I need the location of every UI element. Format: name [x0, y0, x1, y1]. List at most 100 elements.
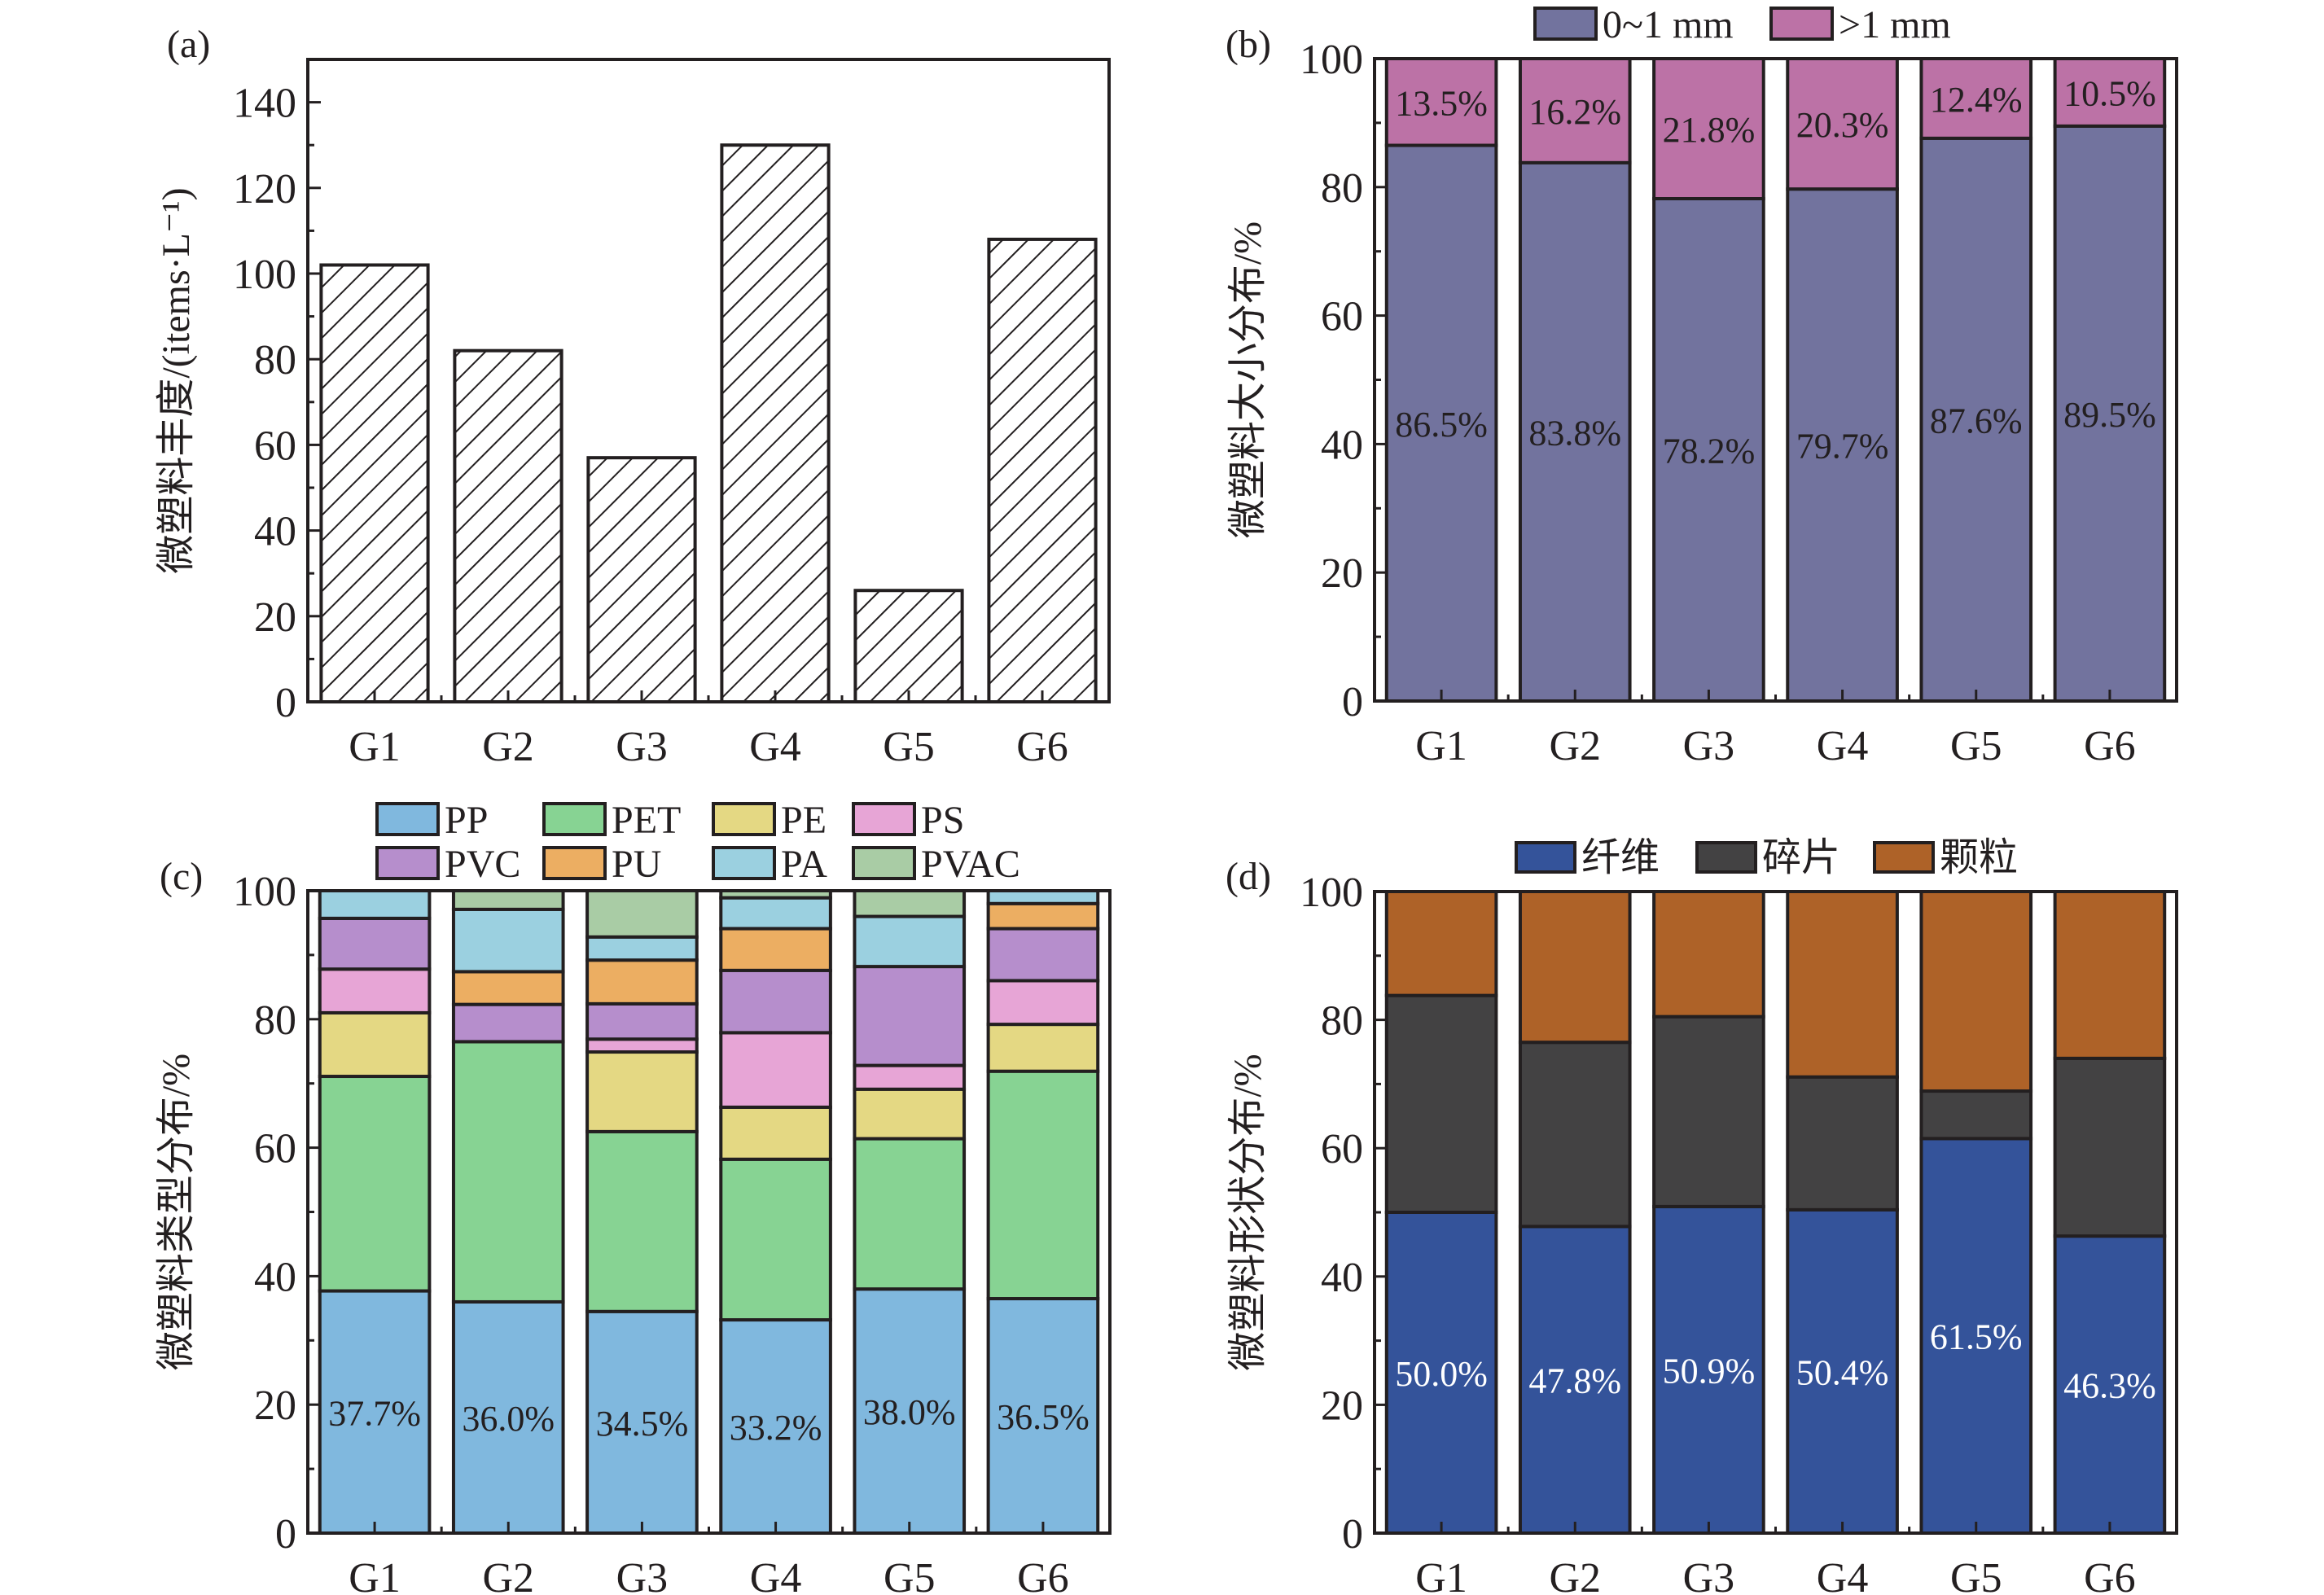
- bar-segment-g5-pvac: [853, 889, 967, 918]
- y-tick-label: 80: [1321, 165, 1363, 212]
- bar-segment-g1-ps: [318, 967, 432, 1014]
- bar-segment-g4-pp: [719, 1318, 832, 1535]
- data-label: 78.2%: [1663, 432, 1756, 471]
- legend-label: PVAC: [921, 843, 1020, 886]
- bar-segment-g6-: [2053, 890, 2167, 1060]
- bar-segment-g1-pe: [318, 1010, 432, 1079]
- bar-g5: [853, 589, 964, 703]
- legend-label: PU: [612, 843, 661, 886]
- x-tick-label: G6: [2084, 1555, 2136, 1595]
- x-tick-label: G6: [2084, 723, 2136, 769]
- bar-g3: [586, 456, 697, 703]
- bar-segment-g6-pe: [986, 1023, 1100, 1073]
- bar-segment-g1-1mm: [1384, 57, 1498, 147]
- panel-label: (a): [167, 23, 210, 66]
- bar-segment-g4-pa: [719, 896, 832, 931]
- data-label: 13.5%: [1395, 83, 1488, 123]
- y-tick-label: 20: [1321, 1382, 1363, 1429]
- panel-label: (d): [1226, 855, 1271, 898]
- bar-segment-g3-pvc: [585, 1001, 699, 1041]
- x-tick-label: G2: [1549, 723, 1601, 769]
- data-label: 50.0%: [1395, 1354, 1488, 1394]
- bar-segment-g5-ps: [853, 1063, 967, 1091]
- data-label: 79.7%: [1796, 427, 1889, 467]
- panel-label: (c): [160, 855, 203, 898]
- y-tick-label: 20: [1321, 550, 1363, 597]
- bar-segment-g4-1mm: [1786, 57, 1899, 191]
- bar-segment-g6-pu: [986, 901, 1100, 931]
- y-tick-label: 100: [233, 869, 296, 915]
- bar-segment-g6-pet: [986, 1069, 1100, 1301]
- x-tick-label: G1: [349, 724, 401, 770]
- x-tick-label: G5: [1950, 723, 2002, 769]
- bar-segment-g2-: [1518, 1041, 1632, 1229]
- bar-segment-g4-pu: [719, 927, 832, 972]
- data-label: 87.6%: [1930, 401, 2023, 440]
- panel-label: (b): [1226, 23, 1271, 66]
- legend-label: 碎片: [1762, 836, 1840, 879]
- bar-segment-g1-pa: [318, 889, 432, 920]
- data-label: 34.5%: [596, 1404, 689, 1444]
- bar-segment-g2-pp: [451, 1299, 565, 1535]
- legend-label: PP: [445, 799, 488, 842]
- y-tick-label: 20: [254, 594, 296, 641]
- y-tick-label: 80: [254, 337, 296, 383]
- panel-b-size-distribution: (b) 微塑料大小分布/% 86.5% 13.5% G1 83.8% 16.2% G2 78.2…: [1226, 3, 2178, 769]
- bar-segment-g2-: [1518, 890, 1632, 1045]
- x-tick-label: G2: [482, 724, 534, 770]
- bar-segment-g2-pvac: [451, 889, 565, 911]
- data-label: 10.5%: [2063, 73, 2156, 113]
- bar-g6: [987, 237, 1098, 704]
- bar-segment-g5-pe: [853, 1087, 967, 1141]
- plot-frame: [306, 889, 1112, 1535]
- y-tick-label: 80: [254, 997, 296, 1044]
- data-label: 36.5%: [997, 1397, 1090, 1437]
- bar-segment-g4-pvc: [719, 968, 832, 1035]
- legend-swatch: [1769, 7, 1834, 41]
- y-tick-label: 0: [1342, 1511, 1363, 1558]
- x-tick-label: G3: [1683, 1555, 1735, 1595]
- y-axis-title: 微塑料形状分布/%: [1226, 1054, 1269, 1370]
- y-tick-label: 20: [254, 1382, 296, 1429]
- bar-segment-g6-pvc: [986, 927, 1100, 983]
- legend-label: 颗粒: [1940, 836, 2018, 879]
- legend-label: PET: [612, 799, 681, 842]
- x-tick-label: G4: [749, 724, 801, 770]
- legend-label: PS: [921, 799, 964, 842]
- y-tick-label: 120: [233, 166, 296, 213]
- legend-swatch: [375, 802, 440, 836]
- panel-a-abundance: (a) 微塑料丰度/(items·L⁻¹) G1 G2 G3 G4 G5 G6 0 20 40 60 8…: [155, 23, 1111, 770]
- y-tick-label: 0: [1342, 679, 1363, 725]
- bar-segment-g5-1mm: [1919, 57, 2033, 140]
- data-label: 21.8%: [1663, 110, 1756, 150]
- data-label: 61.5%: [1930, 1317, 2023, 1357]
- data-label: 38.0%: [863, 1392, 956, 1432]
- data-label: 86.5%: [1395, 405, 1488, 445]
- legend-swatch: [1873, 841, 1935, 874]
- data-label: 50.9%: [1663, 1351, 1756, 1391]
- bar-segment-g2-pu: [451, 970, 565, 1006]
- y-tick-label: 40: [1321, 1255, 1363, 1301]
- bar-segment-g3-ps: [585, 1037, 699, 1054]
- data-label: 47.8%: [1528, 1361, 1621, 1401]
- panel-c-type-distribution: (c) 微塑料类型分布/% 37.7% G1 36.0% G2 34.5% G3 33.2% G4…: [155, 799, 1112, 1595]
- bar-segment-g1-pvc: [318, 916, 432, 971]
- legend-label: PVC: [445, 843, 520, 886]
- bar-segment-g1-pp: [318, 1289, 432, 1535]
- bar-segment-g3-: [1652, 1014, 1765, 1208]
- bar-segment-g4-: [1786, 1207, 1899, 1536]
- y-tick-label: 80: [1321, 998, 1363, 1045]
- bar-segment-g3-pu: [585, 958, 699, 1006]
- bar-g4: [720, 143, 831, 703]
- bar-segment-g2-pvc: [451, 1002, 565, 1044]
- bar-segment-g4-: [1786, 890, 1899, 1079]
- y-tick-label: 100: [233, 252, 296, 298]
- bar-segment-g6-01mm: [2053, 124, 2167, 703]
- y-tick-label: 60: [1321, 1126, 1363, 1172]
- bar-segment-g3-: [1652, 890, 1765, 1019]
- x-tick-label: G2: [482, 1555, 534, 1595]
- legend-swatch: [375, 846, 440, 880]
- legend-swatch: [712, 846, 776, 880]
- x-tick-label: G1: [349, 1555, 401, 1595]
